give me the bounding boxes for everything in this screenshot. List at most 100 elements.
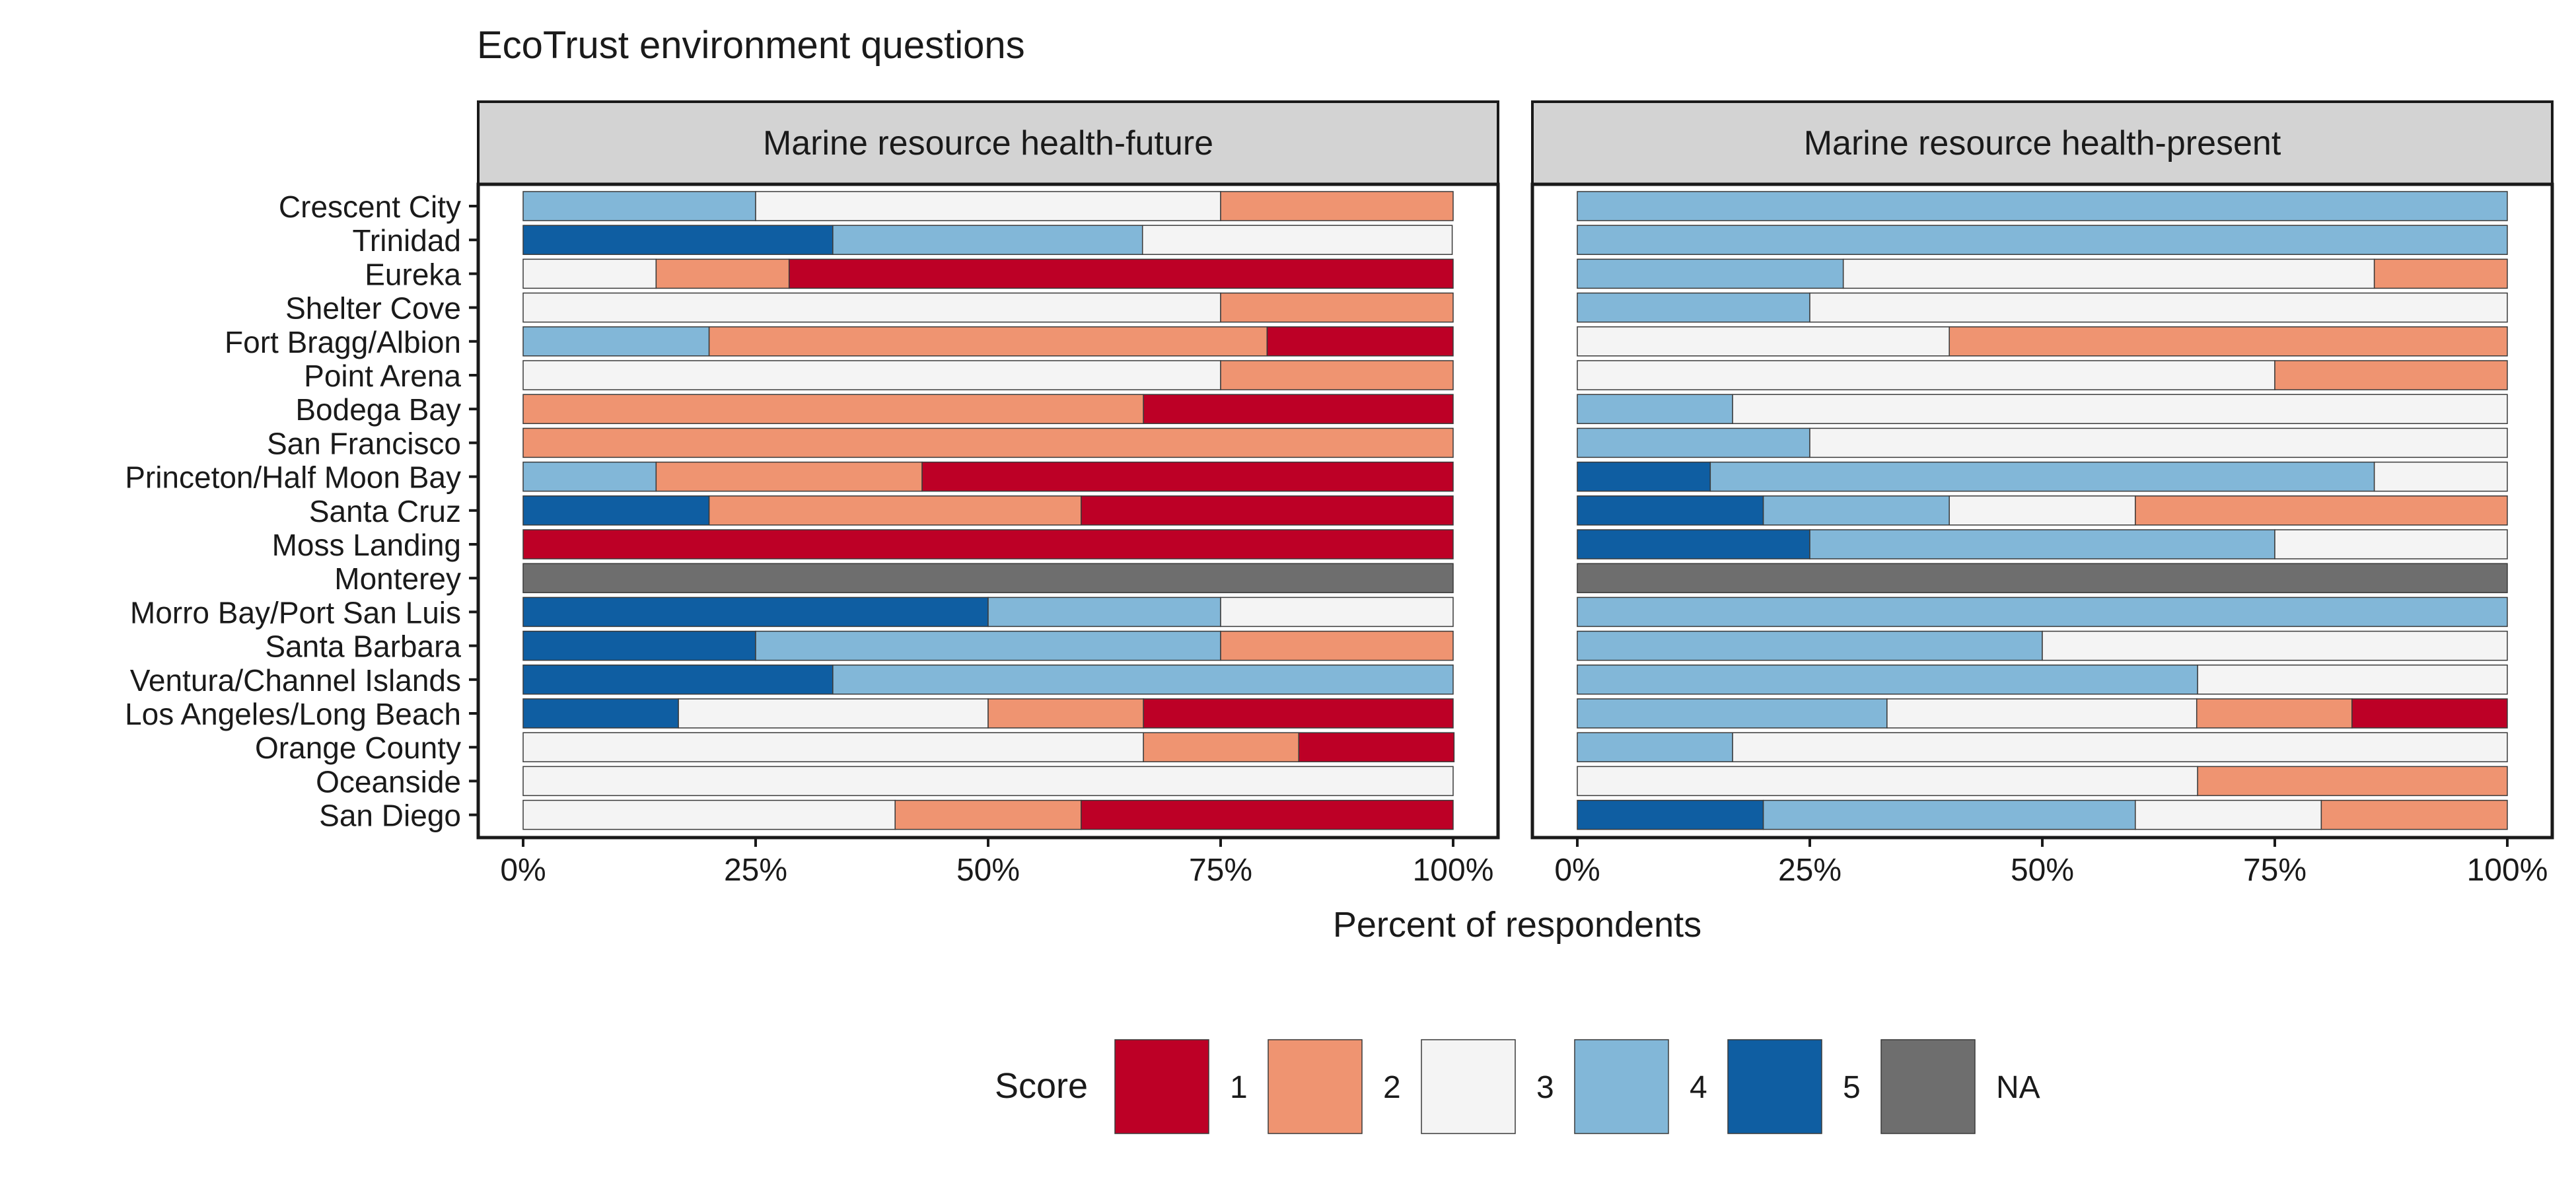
bar-segment <box>2351 698 2508 729</box>
bar-segment <box>1577 292 1810 323</box>
bar-segment <box>1577 732 1733 762</box>
category-label: Moss Landing <box>272 528 461 562</box>
bar-segment <box>894 799 1082 830</box>
category-label: Point Arena <box>304 359 461 393</box>
bar-segment <box>832 665 1454 695</box>
x-axis-label: Percent of respondents <box>1333 905 1701 945</box>
facet-strip-label: Marine resource health-future <box>763 124 1213 162</box>
bar-segment <box>1220 191 1454 221</box>
x-tick-label: 50% <box>956 853 1020 888</box>
facet-panel: Marine resource health-future 0% 25% 50% 75%… <box>476 100 1500 888</box>
legend-label: NA <box>1996 1070 2040 1105</box>
bar-segment <box>2197 665 2508 695</box>
bar-segment <box>1081 799 1454 830</box>
bar-segment <box>987 698 1144 729</box>
bar-segment <box>2196 698 2353 729</box>
bar-segment <box>1577 698 1888 729</box>
bar-segment <box>522 529 1454 559</box>
legend-key <box>1421 1039 1516 1134</box>
bar-segment <box>522 360 1221 390</box>
bar-segment <box>1809 529 2275 559</box>
bar-segment <box>755 191 1221 221</box>
bar-segment <box>921 461 1454 492</box>
category-label: Crescent City <box>279 190 461 224</box>
bar-segment <box>522 766 1454 797</box>
bar-segment <box>1762 495 1950 526</box>
bar-segment <box>1298 732 1455 762</box>
bar-segment <box>522 698 679 729</box>
bar-segment <box>655 258 790 289</box>
category-label: Oceanside <box>316 764 461 799</box>
bar-segment <box>1949 326 2508 357</box>
bar-segment <box>1577 191 2508 221</box>
legend-key <box>1727 1039 1822 1134</box>
bar-segment <box>522 258 657 289</box>
bar-segment <box>1143 394 1454 424</box>
x-tick-label: 100% <box>1413 853 1494 888</box>
bar-segment <box>1577 495 1764 526</box>
x-tick-label: 25% <box>1778 853 1842 888</box>
bar-segment <box>522 665 834 695</box>
bar-segment <box>522 292 1221 323</box>
bar-segment <box>2373 258 2508 289</box>
facet-strip <box>477 100 1499 186</box>
legend-title: Score <box>995 1066 1088 1106</box>
x-tick-label: 25% <box>724 853 787 888</box>
bar-segment <box>522 495 710 526</box>
bar-segment <box>1732 732 2508 762</box>
x-tick-label: 100% <box>2467 853 2548 888</box>
category-label: Princeton/Half Moon Bay <box>125 460 461 495</box>
category-label: Los Angeles/Long Beach <box>125 697 461 731</box>
bar-segment <box>1577 225 2508 255</box>
bar-segment <box>832 225 1143 255</box>
bar-segment <box>708 326 1268 357</box>
bar-segment <box>1577 630 2043 661</box>
x-tick-label: 50% <box>2011 853 2074 888</box>
category-label: San Diego <box>319 799 461 833</box>
bar-segment <box>2274 529 2508 559</box>
x-tick-label: 0% <box>500 853 546 888</box>
bar-segment <box>1577 799 1764 830</box>
bar-segment <box>1709 461 2375 492</box>
legend-key <box>1114 1039 1209 1134</box>
bar-segment <box>1220 360 1454 390</box>
bar-segment <box>2042 630 2508 661</box>
category-label: Fort Bragg/Albion <box>225 325 461 359</box>
legend: Score 1 2 3 4 5 NA <box>995 1039 2040 1134</box>
legend-key <box>1880 1039 1976 1134</box>
bar-segment <box>2320 799 2508 830</box>
bar-segment <box>522 427 1454 458</box>
bar-segment <box>1732 394 2508 424</box>
bar-segment <box>1220 630 1454 661</box>
bar-segment <box>1577 563 2508 593</box>
legend-label: 2 <box>1383 1070 1401 1105</box>
bar-segment <box>1949 495 2136 526</box>
bar-segment <box>788 258 1454 289</box>
chart-title: EcoTrust environment questions <box>477 24 1025 67</box>
bar-segment <box>1220 292 1454 323</box>
bar-segment <box>1577 394 1733 424</box>
bar-segment <box>1141 225 1453 255</box>
category-label: Morro Bay/Port San Luis <box>130 595 461 630</box>
category-label: Trinidad <box>353 223 461 258</box>
bar-segment <box>522 191 756 221</box>
facet-strip <box>1531 100 2554 186</box>
bar-segment <box>678 698 989 729</box>
bar-segment <box>522 394 1144 424</box>
bar-segment <box>522 596 989 628</box>
category-label: San Francisco <box>267 426 461 460</box>
legend-label: 1 <box>1230 1070 1248 1105</box>
bar-segment <box>522 732 1144 762</box>
category-label: Eureka <box>365 257 461 291</box>
bar-segment <box>1842 258 2375 289</box>
category-label: Santa Barbara <box>265 630 461 664</box>
legend-key <box>1268 1039 1363 1134</box>
bar-segment <box>1577 766 2198 797</box>
bar-segment <box>655 461 923 492</box>
bar-segment <box>1809 427 2508 458</box>
category-label: Monterey <box>334 561 461 596</box>
bar-segment <box>522 461 657 492</box>
bar-segment <box>1886 698 2198 729</box>
bar-segment <box>1577 326 1950 357</box>
bar-segment <box>1577 596 2508 628</box>
